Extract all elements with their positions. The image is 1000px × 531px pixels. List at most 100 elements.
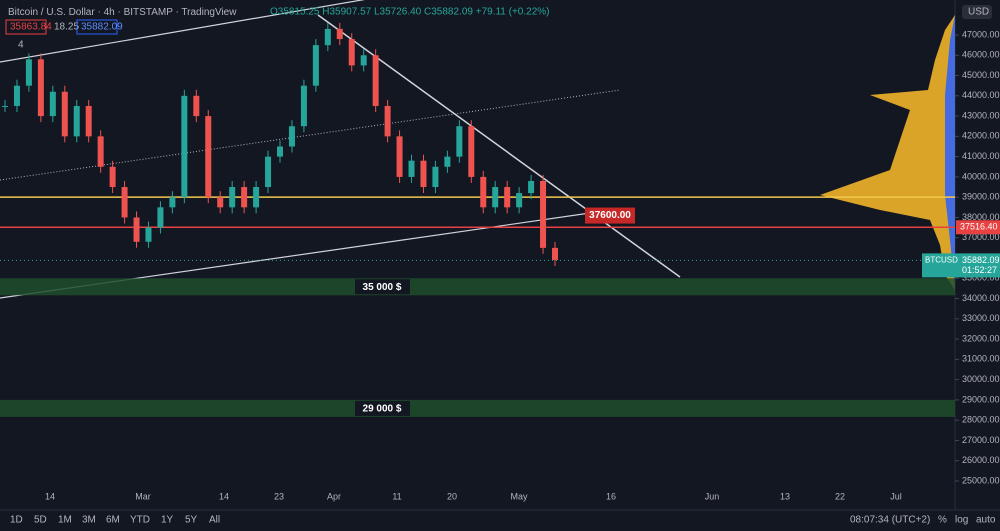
sell-price[interactable]: 35863.84 xyxy=(10,22,52,33)
y-tick-label: 26000.00 xyxy=(962,455,1000,465)
x-tick-label: Jun xyxy=(705,491,720,501)
y-tick-label: 39000.00 xyxy=(962,192,1000,202)
candle xyxy=(193,95,200,117)
candle xyxy=(372,55,379,106)
candle xyxy=(73,105,80,137)
candle xyxy=(61,91,68,137)
x-tick-label: 22 xyxy=(835,491,845,501)
candle xyxy=(540,180,547,248)
zone-label: 35 000 $ xyxy=(363,282,402,293)
candle xyxy=(324,28,331,46)
candle xyxy=(420,160,427,188)
y-tick-label: 30000.00 xyxy=(962,374,1000,384)
log-toggle[interactable]: log xyxy=(955,515,968,526)
clock: 08:07:34 (UTC+2) xyxy=(850,515,930,526)
currency[interactable]: USD xyxy=(968,7,989,18)
range-button[interactable]: 1Y xyxy=(161,515,174,526)
range-button[interactable]: 3M xyxy=(82,515,96,526)
spread: 18.25 xyxy=(54,22,79,33)
x-tick-label: 14 xyxy=(219,491,229,501)
candle xyxy=(312,45,319,86)
candle xyxy=(253,187,260,208)
x-tick-label: 11 xyxy=(392,491,401,501)
zone-label-bg xyxy=(355,400,410,416)
candle xyxy=(432,166,439,188)
candle xyxy=(396,136,403,177)
symbol-tag: BTCUSD xyxy=(925,255,958,264)
range-button[interactable]: 6M xyxy=(106,515,120,526)
candle xyxy=(277,146,283,157)
ohlc: O35815.25 H35907.57 L35726.40 C35882.09 … xyxy=(270,7,550,18)
annotation-box xyxy=(585,207,635,224)
range-button[interactable]: 5Y xyxy=(185,515,198,526)
candle xyxy=(300,85,307,127)
buy-button[interactable] xyxy=(76,19,118,35)
candle xyxy=(49,91,56,117)
range-button[interactable]: 1M xyxy=(58,515,72,526)
percent-toggle[interactable]: % xyxy=(938,515,947,526)
y-tick-label: 45000.00 xyxy=(962,70,1000,80)
currency-button[interactable] xyxy=(962,5,992,19)
candle xyxy=(13,85,20,106)
y-tick-label: 41000.00 xyxy=(962,151,1000,161)
candle xyxy=(2,105,8,107)
range-button[interactable]: YTD xyxy=(130,515,150,526)
range-button[interactable]: 5D xyxy=(34,515,47,526)
x-tick-label: 16 xyxy=(606,491,616,501)
candle xyxy=(552,247,558,261)
candle xyxy=(468,126,475,177)
y-tick-label: 32000.00 xyxy=(962,333,1000,343)
x-tick-label: 14 xyxy=(45,491,55,501)
sell-button[interactable] xyxy=(5,19,47,35)
auto-toggle[interactable]: auto xyxy=(976,515,996,526)
candle xyxy=(25,59,32,86)
candle xyxy=(444,156,451,167)
range-button[interactable]: All xyxy=(209,515,220,526)
y-tick-label: 44000.00 xyxy=(962,90,1000,100)
support-zone xyxy=(0,278,955,296)
candle xyxy=(121,187,128,218)
volume-profile-value-area xyxy=(945,15,955,290)
candle xyxy=(181,95,188,198)
candle xyxy=(348,39,355,66)
x-tick-label: May xyxy=(510,491,528,501)
support-zone xyxy=(0,399,955,417)
y-tick-label: 42000.00 xyxy=(962,131,1000,141)
candle xyxy=(528,180,535,194)
y-tick-label: 25000.00 xyxy=(962,475,1000,485)
candle xyxy=(217,197,224,208)
candle xyxy=(492,187,499,208)
level-tag xyxy=(956,220,1000,235)
range-button[interactable]: 1D xyxy=(10,515,23,526)
candle xyxy=(480,176,487,208)
y-tick-label: 38000.00 xyxy=(962,212,1000,222)
y-tick-label: 37000.00 xyxy=(962,232,1000,242)
y-tick-label: 40000.00 xyxy=(962,171,1000,181)
countdown: 01:52:27 xyxy=(962,265,997,275)
candle xyxy=(157,207,164,228)
candle xyxy=(145,227,152,242)
y-tick-label: 29000.00 xyxy=(962,394,1000,404)
candle xyxy=(229,187,236,208)
candle xyxy=(169,197,176,208)
candle xyxy=(360,55,367,66)
last-price-label: 35882.09 xyxy=(962,255,1000,265)
indicator-count[interactable]: 4 xyxy=(18,40,24,51)
candle xyxy=(336,28,343,40)
candle xyxy=(456,126,463,157)
candle xyxy=(241,187,248,208)
candle xyxy=(504,187,511,208)
candle xyxy=(384,105,391,137)
candle xyxy=(205,116,212,198)
buy-price[interactable]: 35882.09 xyxy=(81,22,123,33)
volume-profile xyxy=(820,15,955,290)
y-tick-label: 33000.00 xyxy=(962,313,1000,323)
x-tick-label: 23 xyxy=(274,491,284,501)
candle xyxy=(109,166,116,188)
y-tick-label: 47000.00 xyxy=(962,29,1000,39)
y-tick-label: 34000.00 xyxy=(962,293,1000,303)
y-tick-label: 35000.00 xyxy=(962,273,1000,283)
y-tick-label: 46000.00 xyxy=(962,50,1000,60)
